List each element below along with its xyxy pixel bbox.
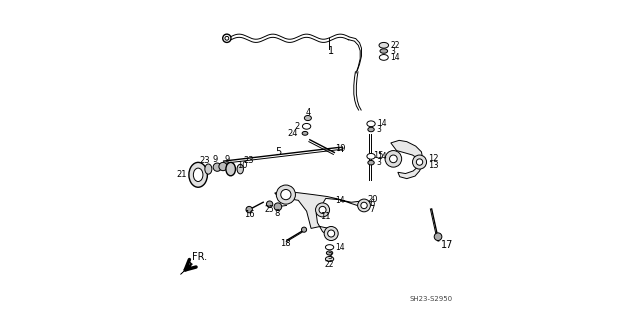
Ellipse shape: [367, 121, 375, 127]
Text: 10: 10: [237, 161, 248, 170]
Ellipse shape: [205, 164, 212, 174]
Ellipse shape: [189, 162, 207, 187]
Text: 12: 12: [428, 154, 438, 163]
Text: 13: 13: [428, 161, 438, 170]
Circle shape: [225, 36, 228, 40]
Text: FR.: FR.: [193, 252, 207, 262]
Text: 9: 9: [212, 155, 218, 164]
Ellipse shape: [380, 49, 388, 53]
Text: 23: 23: [199, 156, 210, 165]
Circle shape: [316, 203, 330, 217]
Text: 15: 15: [374, 151, 384, 160]
Ellipse shape: [303, 123, 311, 129]
Circle shape: [434, 233, 442, 241]
Text: 14: 14: [377, 152, 387, 161]
Text: 22: 22: [325, 260, 334, 269]
Text: 9: 9: [224, 155, 230, 164]
Text: 25: 25: [265, 205, 275, 214]
Text: 14: 14: [335, 243, 345, 252]
Text: 3: 3: [327, 252, 332, 261]
Text: 17: 17: [440, 240, 453, 250]
Text: 11: 11: [320, 212, 330, 221]
Circle shape: [219, 162, 227, 171]
Circle shape: [319, 206, 326, 213]
Text: 8: 8: [275, 209, 280, 218]
Ellipse shape: [302, 131, 308, 135]
Circle shape: [390, 155, 397, 163]
Ellipse shape: [380, 55, 388, 60]
Text: 16: 16: [244, 210, 255, 219]
Text: 2: 2: [294, 122, 300, 131]
Polygon shape: [180, 262, 193, 274]
Text: 3: 3: [390, 47, 395, 56]
Text: 14: 14: [377, 119, 387, 128]
Ellipse shape: [226, 162, 236, 176]
Text: 7: 7: [369, 205, 375, 214]
Text: 21: 21: [176, 170, 187, 179]
Circle shape: [417, 159, 422, 165]
Text: 4: 4: [305, 108, 310, 117]
Text: 1: 1: [328, 46, 334, 56]
Circle shape: [385, 151, 402, 167]
Ellipse shape: [379, 42, 388, 48]
Text: 5: 5: [275, 147, 281, 158]
Ellipse shape: [193, 168, 203, 182]
Text: 14: 14: [335, 196, 345, 205]
Circle shape: [223, 34, 231, 42]
Circle shape: [276, 185, 296, 204]
Text: 3: 3: [377, 158, 381, 167]
Text: 6: 6: [369, 199, 375, 208]
Ellipse shape: [305, 115, 312, 121]
Ellipse shape: [368, 127, 374, 132]
Circle shape: [413, 155, 426, 169]
Polygon shape: [275, 191, 369, 237]
Text: 18: 18: [280, 239, 290, 248]
Circle shape: [281, 189, 291, 200]
Circle shape: [328, 230, 335, 237]
Ellipse shape: [367, 153, 375, 159]
Circle shape: [324, 226, 338, 241]
Ellipse shape: [237, 164, 243, 174]
Text: 3: 3: [377, 125, 381, 134]
Ellipse shape: [325, 256, 333, 262]
Ellipse shape: [368, 160, 374, 165]
Circle shape: [361, 202, 367, 209]
Polygon shape: [391, 140, 422, 179]
Circle shape: [266, 201, 273, 207]
Text: 14: 14: [390, 53, 400, 62]
Circle shape: [246, 206, 252, 213]
Text: 24: 24: [288, 129, 298, 138]
Text: 23: 23: [243, 156, 254, 165]
Text: SH23-S2950: SH23-S2950: [410, 296, 453, 302]
Text: 22: 22: [390, 41, 399, 50]
Text: 19: 19: [335, 144, 346, 153]
Ellipse shape: [325, 245, 333, 250]
Circle shape: [301, 227, 307, 232]
Circle shape: [274, 203, 282, 211]
Circle shape: [358, 199, 371, 212]
Circle shape: [213, 163, 221, 171]
Text: 20: 20: [367, 195, 378, 204]
Ellipse shape: [326, 251, 333, 255]
